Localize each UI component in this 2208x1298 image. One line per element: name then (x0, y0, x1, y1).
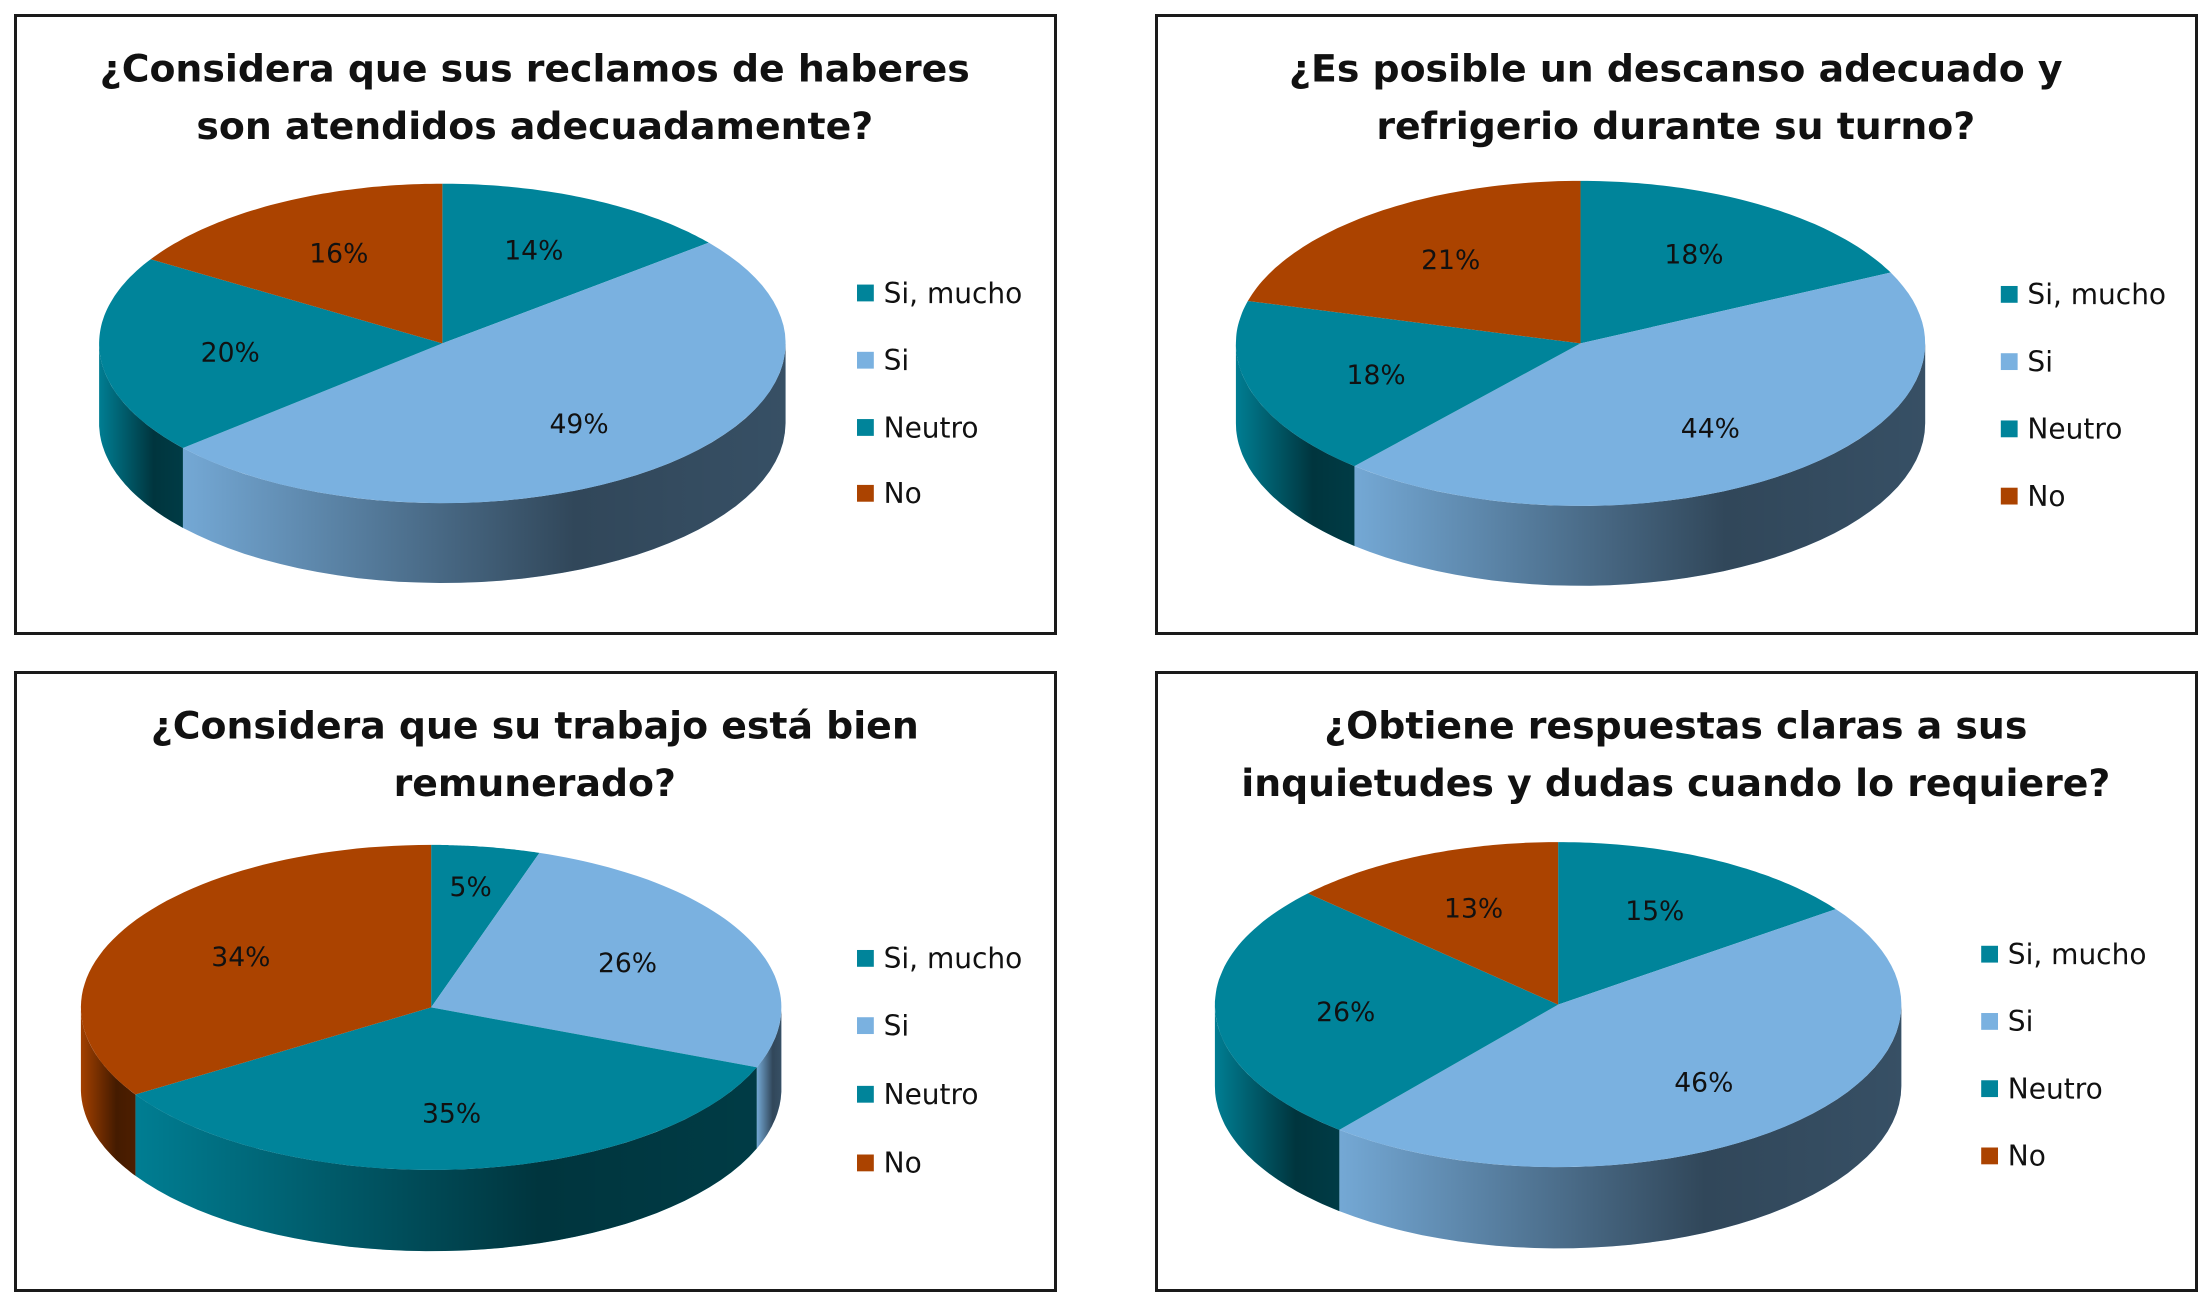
legend-label: No (884, 477, 922, 510)
pie-side-shade (1214, 1004, 1340, 1212)
legend-swatch (857, 284, 874, 302)
pie-slice-no (80, 844, 432, 1095)
pie-slice-neutro (1214, 893, 1559, 1130)
pie-slice-si (1339, 909, 1902, 1168)
pie-slice-si (431, 852, 782, 1068)
data-label: 21% (1421, 245, 1480, 276)
legend-swatch (857, 1017, 874, 1035)
data-label: 14% (504, 235, 563, 266)
legend-swatch (857, 419, 874, 436)
legend-label: Si (2027, 345, 2053, 378)
pie-slice-no (150, 183, 443, 344)
legend-swatch (2000, 487, 2018, 505)
legend-swatch (1981, 945, 1999, 963)
legend-label: Neutro (884, 411, 979, 444)
data-label: 34% (211, 942, 270, 973)
pie-slice-no (1307, 842, 1559, 1005)
chart-title-line: ¿Considera que su trabajo está bien (151, 703, 919, 747)
chart-title-line: refrigerio durante su turno? (1376, 104, 1975, 148)
chart-panel-respuestas: ¿Obtiene respuestas claras a sus inquietu… (1155, 671, 2198, 1292)
data-label: 18% (1664, 240, 1723, 271)
chart-title-line: remunerado? (394, 761, 676, 805)
pie-side-shade (1339, 1004, 1902, 1249)
legend-label: Si, mucho (884, 277, 1023, 310)
legend-label: Si, mucho (2027, 278, 2166, 311)
data-label: 49% (549, 409, 608, 440)
legend-label: Si, mucho (2008, 938, 2147, 971)
legend-label: Si (884, 344, 910, 377)
data-label: 13% (1444, 893, 1503, 924)
pie-slice-neutro (99, 259, 443, 449)
legend-swatch (2000, 353, 2018, 371)
chart-panel-reclamos: ¿Considera que sus reclamos de haberes so… (14, 14, 1057, 635)
data-label: 20% (201, 337, 260, 368)
pie-chart: ¿Considera que su trabajo está bien remun… (80, 703, 1023, 1252)
legend-swatch (857, 351, 874, 369)
legend-label: Neutro (2027, 413, 2122, 446)
legend-swatch (1981, 1147, 1999, 1165)
legend-swatch (857, 949, 874, 967)
legend-label: Si (2008, 1005, 2034, 1038)
data-label: 26% (1316, 997, 1375, 1028)
pie-side-shade (1354, 343, 1926, 586)
pie-slice-neutro (1235, 300, 1581, 467)
chart-title-line: ¿Obtiene respuestas claras a sus (1324, 703, 2027, 747)
legend-swatch (2000, 420, 2018, 438)
data-label: 35% (422, 1099, 481, 1130)
legend-label: Neutro (884, 1078, 979, 1111)
data-label: 46% (1674, 1067, 1733, 1098)
legend-swatch (857, 1085, 874, 1103)
pie-chart: ¿Es posible un descanso adecuado y refrig… (1235, 46, 2166, 586)
data-label: 16% (309, 238, 368, 269)
chart-panel-remuneracion: ¿Considera que su trabajo está bien remun… (14, 671, 1057, 1292)
pie-slice-si (182, 242, 786, 504)
pie-side-shade (756, 1007, 782, 1149)
pie-slice-no (1247, 180, 1581, 344)
legend-swatch (857, 1154, 874, 1172)
pie-side-shade (99, 343, 183, 528)
pie-slice-neutro (135, 1007, 757, 1170)
legend-label: Si, mucho (884, 942, 1023, 975)
legend-swatch (1981, 1080, 1999, 1098)
chart-panel-descanso: ¿Es posible un descanso adecuado y refrig… (1155, 14, 2198, 635)
pie-side-shade (135, 1067, 757, 1252)
pie-side-shade (182, 343, 786, 583)
data-label: 5% (450, 872, 492, 903)
legend-swatch (2000, 285, 2018, 303)
legend-swatch (1981, 1013, 1999, 1030)
pie-chart: ¿Considera que sus reclamos de haberes so… (99, 46, 1023, 583)
chart-title-line: ¿Es posible un descanso adecuado y (1289, 46, 2062, 90)
legend-label: No (2008, 1140, 2046, 1173)
legend-label: Neutro (2008, 1072, 2103, 1105)
pie-slice-si-mucho (431, 844, 540, 1008)
pie-chart: ¿Obtiene respuestas claras a sus inquietu… (1214, 703, 2147, 1249)
chart-title-line: ¿Considera que sus reclamos de haberes (100, 46, 970, 90)
data-label: 15% (1625, 896, 1684, 927)
legend-label: No (884, 1147, 922, 1180)
legend-label: No (2027, 480, 2065, 513)
pie-side-shade (80, 1007, 136, 1176)
data-label: 18% (1347, 360, 1406, 391)
pie-slice-si-mucho (1558, 842, 1836, 1005)
legend-label: Si (884, 1009, 910, 1042)
chart-title-line: son atendidos adecuadamente? (196, 104, 873, 148)
pie-slice-si-mucho (1580, 180, 1891, 344)
data-label: 44% (1681, 413, 1740, 444)
pie-slice-si-mucho (442, 183, 709, 344)
pie-slice-si (1354, 272, 1926, 506)
chart-title-line: inquietudes y dudas cuando lo requiere? (1241, 761, 2110, 805)
data-label: 26% (598, 948, 657, 979)
legend-swatch (857, 484, 874, 502)
pie-side-shade (1235, 343, 1355, 546)
